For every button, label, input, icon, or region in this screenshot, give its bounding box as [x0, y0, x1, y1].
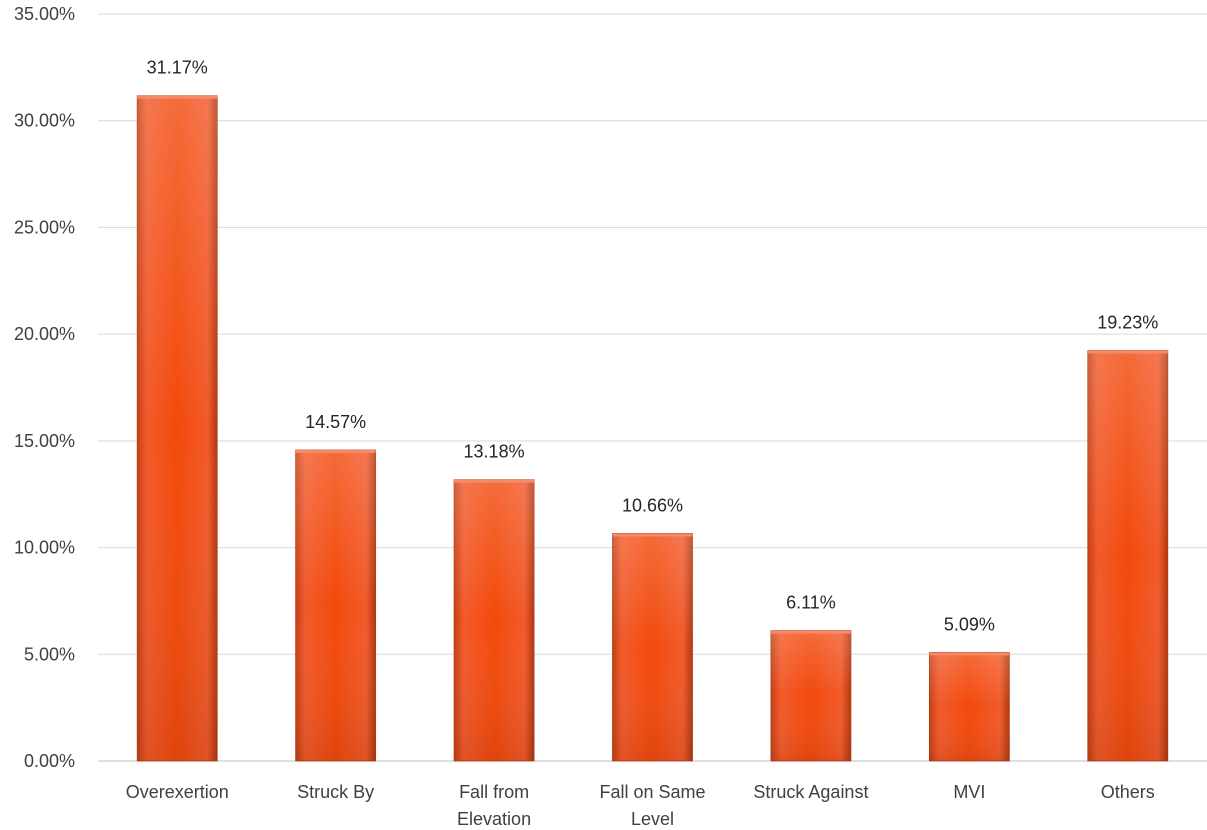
y-tick-label: 25.00% — [14, 217, 75, 237]
data-label: 6.11% — [786, 593, 836, 613]
y-tick-label: 35.00% — [14, 4, 75, 24]
y-tick-label: 30.00% — [14, 111, 75, 131]
x-axis-category-labels: Overexertion Struck By Fall from Elevation F… — [126, 782, 1155, 829]
bar-sheen — [295, 450, 376, 761]
bar-sheen — [612, 533, 693, 761]
data-label: 10.66% — [622, 495, 683, 515]
x-category-label: Others — [1101, 782, 1155, 802]
data-label: 13.18% — [464, 442, 525, 462]
bar — [612, 533, 693, 762]
bar-top-bevel — [1087, 350, 1168, 354]
bar — [136, 95, 218, 762]
bar-top-bevel — [929, 652, 1010, 656]
bar — [453, 479, 535, 762]
y-tick-label: 10.00% — [14, 538, 75, 558]
bars — [136, 95, 1169, 762]
x-category-label: Overexertion — [126, 782, 229, 802]
x-category-label: Fall on Same Level — [599, 782, 705, 829]
bar-top-bevel — [454, 479, 535, 483]
y-tick-label: 20.00% — [14, 324, 75, 344]
bar — [770, 630, 852, 762]
data-label: 5.09% — [944, 614, 995, 634]
y-tick-label: 0.00% — [24, 751, 75, 771]
data-label: 31.17% — [147, 58, 208, 78]
x-category-label: Struck By — [297, 782, 374, 802]
bar-top-bevel — [770, 630, 851, 634]
bar-top-bevel — [137, 95, 218, 99]
bar-top-bevel — [612, 533, 693, 537]
bar-sheen — [137, 95, 218, 761]
bar — [295, 449, 377, 762]
y-tick-label: 15.00% — [14, 431, 75, 451]
y-axis-tick-labels: 0.00% 5.00% 10.00% 15.00% 20.00% 25.00% 30.00%… — [14, 4, 75, 771]
y-tick-label: 5.00% — [24, 644, 75, 664]
data-label: 14.57% — [305, 412, 366, 432]
data-labels: 31.17% 14.57% 13.18% 10.66% 6.11% 5.09% 19.23% — [147, 58, 1159, 635]
bar-sheen — [454, 479, 535, 761]
x-category-label: MVI — [953, 782, 985, 802]
data-label: 19.23% — [1097, 313, 1158, 333]
bar-sheen — [770, 630, 851, 761]
x-category-label: Struck Against — [753, 782, 868, 802]
bar-sheen — [1087, 350, 1168, 761]
x-category-label: Fall from Elevation — [457, 782, 531, 829]
bar-top-bevel — [295, 450, 376, 454]
bar-sheen — [929, 652, 1010, 761]
bar — [928, 651, 1010, 762]
bar — [1087, 350, 1169, 762]
